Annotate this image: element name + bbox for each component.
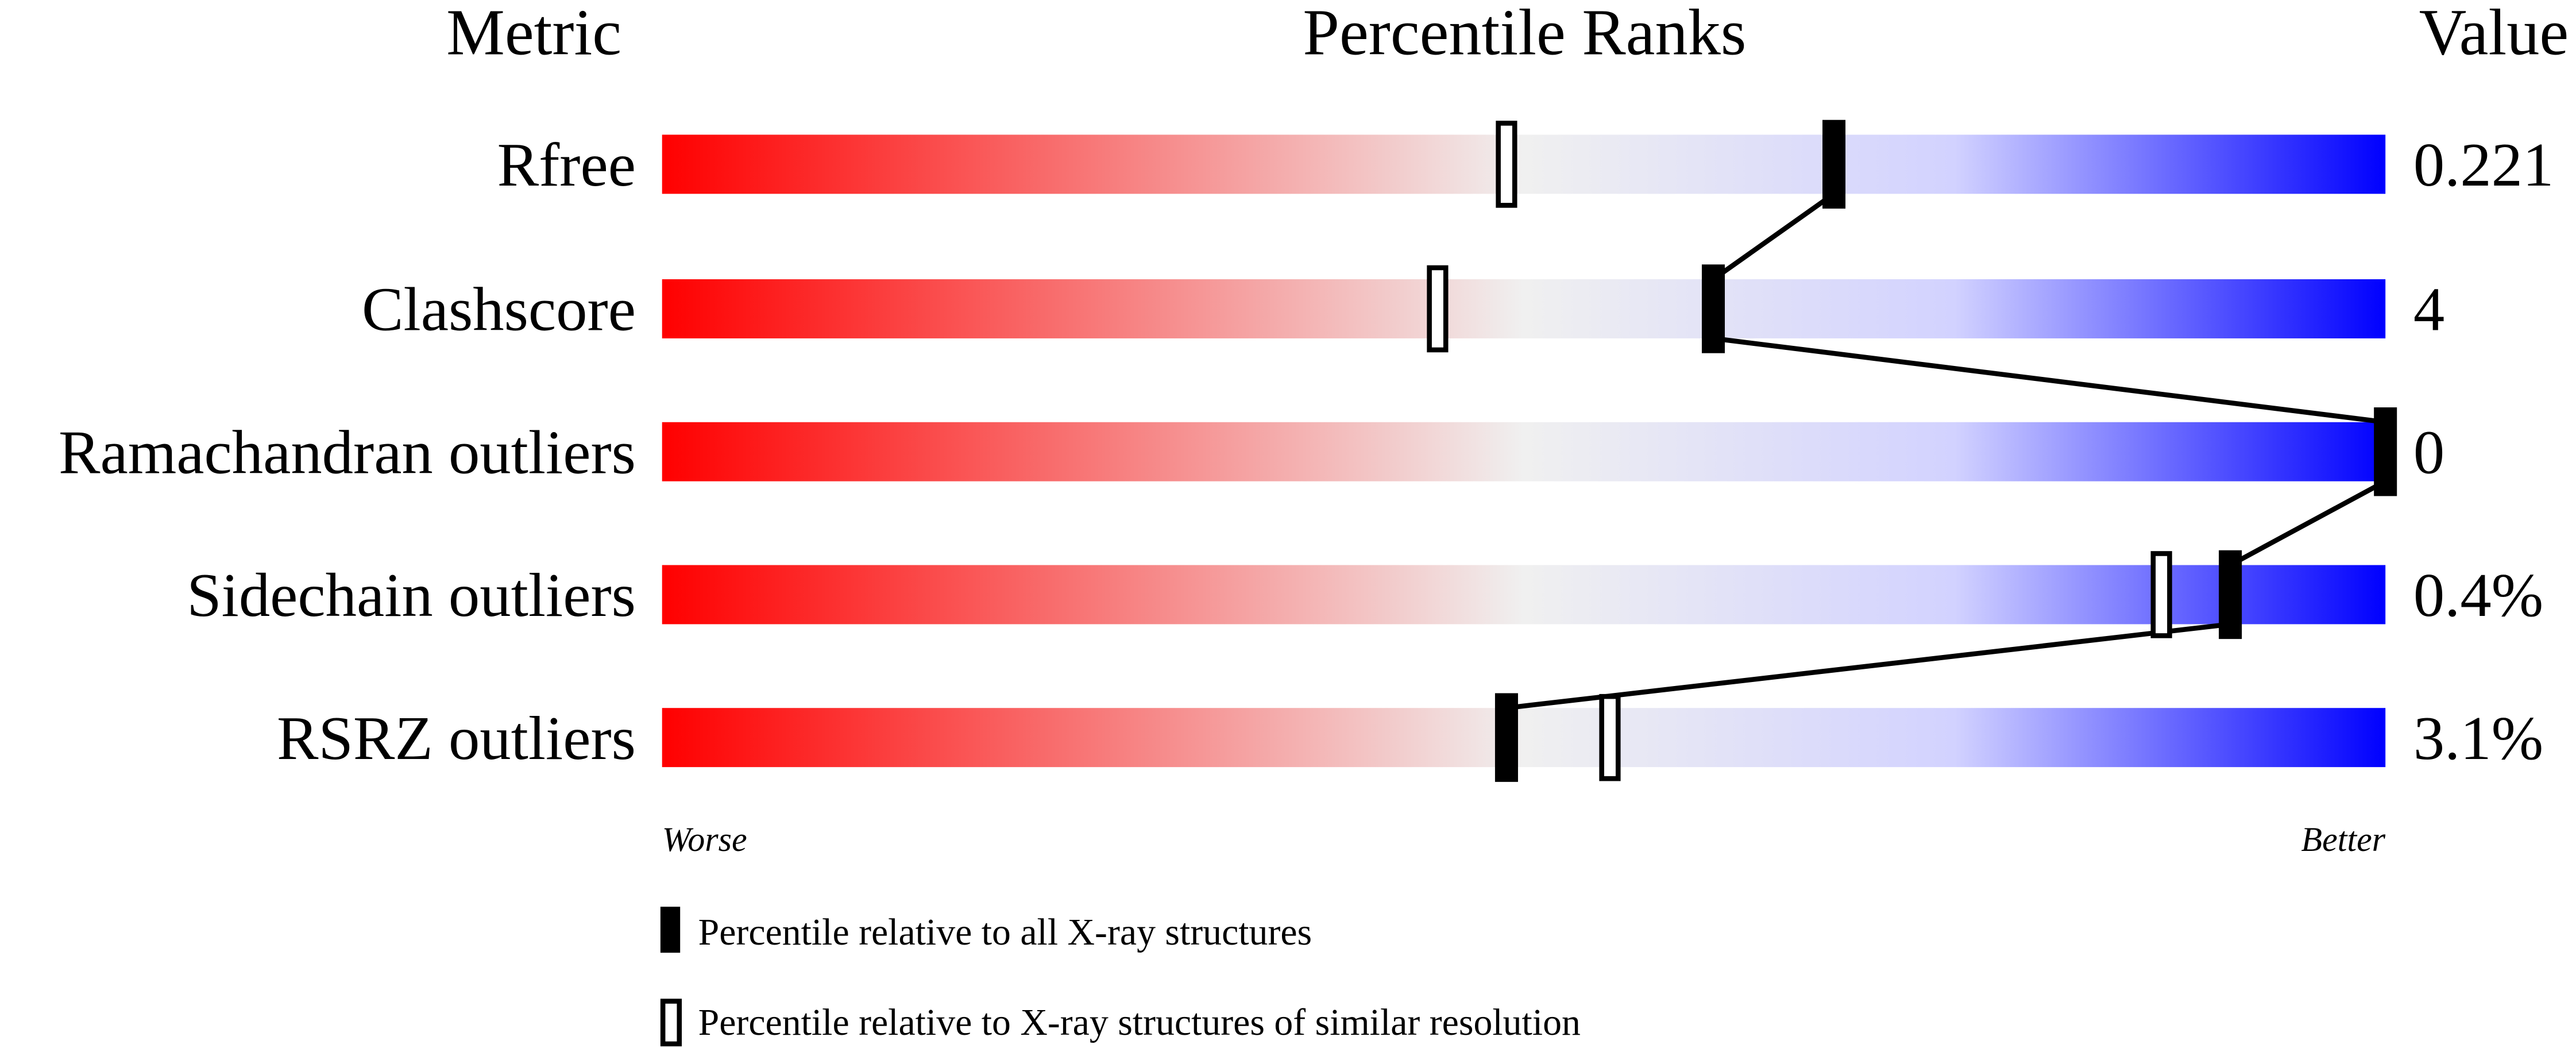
marker-all-structures [1701, 264, 1725, 353]
metric-label: Clashscore [362, 275, 636, 344]
metric-label: RSRZ outliers [277, 703, 636, 773]
metric-label: Rfree [497, 130, 636, 199]
metric-value: 0.4% [2413, 560, 2543, 630]
header-metric: Metric [446, 0, 621, 68]
header-value: Value [2419, 0, 2569, 68]
legend-filled-marker [660, 907, 681, 953]
metric-value: 3.1% [2413, 703, 2543, 773]
marker-similar-resolution [1427, 265, 1449, 353]
marker-similar-resolution [1599, 693, 1621, 781]
percentile-bar [662, 422, 2386, 481]
header-percentile-ranks: Percentile Ranks [1303, 0, 1746, 68]
worse-label: Worse [662, 820, 747, 858]
marker-all-structures [1822, 120, 1846, 209]
metric-value: 0 [2413, 417, 2444, 487]
metric-label: Sidechain outliers [187, 560, 636, 630]
percentile-bar [662, 565, 2386, 625]
marker-similar-resolution [2150, 551, 2172, 638]
percentile-bar [662, 708, 2386, 768]
metric-label: Ramachandran outliers [59, 417, 636, 487]
marker-all-structures [1494, 693, 1518, 782]
legend-open-label: Percentile relative to X-ray structures … [698, 1001, 1581, 1043]
legend-open-marker [660, 999, 682, 1047]
marker-similar-resolution [1496, 121, 1517, 208]
percentile-bar [662, 279, 2386, 338]
legend-filled-label: Percentile relative to all X-ray structu… [698, 911, 1312, 953]
connector-line [1506, 191, 2387, 711]
percentile-bar [662, 134, 2386, 194]
marker-all-structures [2374, 407, 2397, 496]
metric-value: 4 [2413, 275, 2444, 344]
marker-all-structures [2219, 550, 2242, 639]
better-label: Better [2301, 820, 2385, 858]
metric-value: 0.221 [2413, 130, 2554, 199]
